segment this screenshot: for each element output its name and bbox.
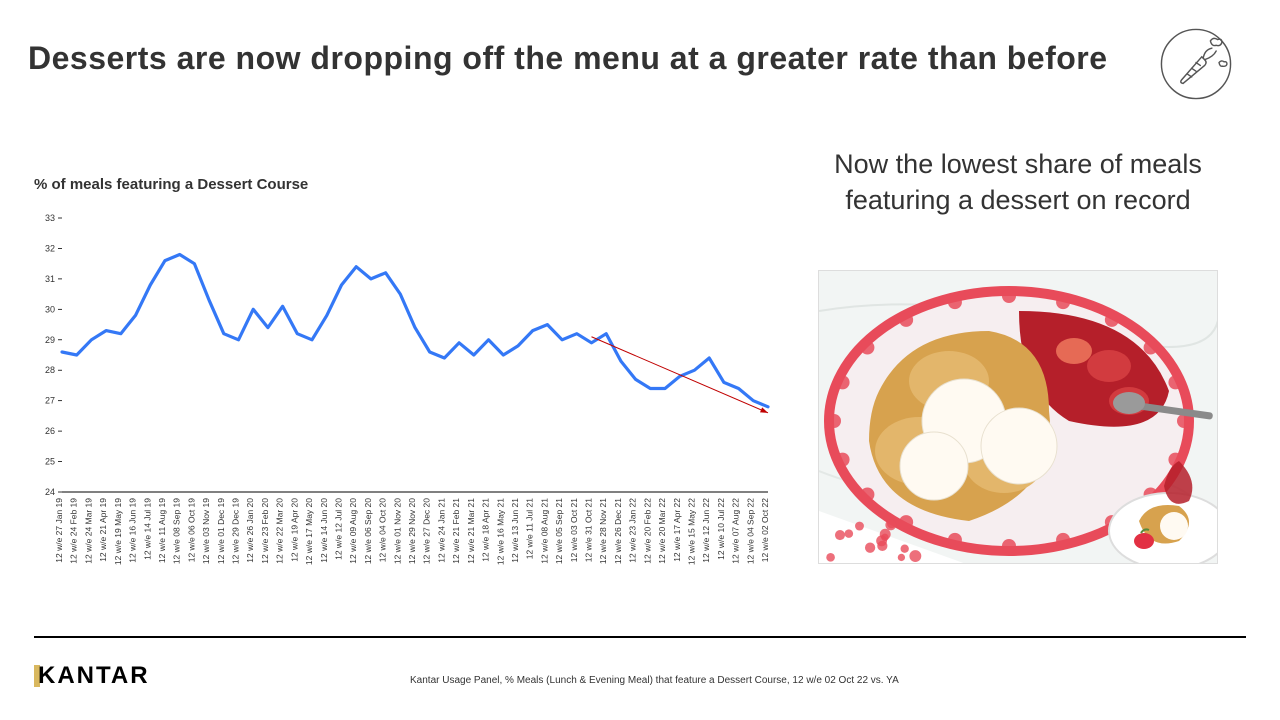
svg-text:12 w/e 20 Mar 22: 12 w/e 20 Mar 22 — [657, 498, 667, 564]
dessert-image — [818, 270, 1218, 564]
svg-text:33: 33 — [45, 213, 55, 223]
svg-text:12 w/e 11 Jul 21: 12 w/e 11 Jul 21 — [525, 498, 535, 560]
svg-text:12 w/e 07 Aug 22: 12 w/e 07 Aug 22 — [731, 498, 741, 564]
svg-text:12 w/e 03 Nov 19: 12 w/e 03 Nov 19 — [201, 498, 211, 564]
svg-text:12 w/e 02 Oct 22: 12 w/e 02 Oct 22 — [760, 498, 770, 563]
svg-text:12 w/e 21 Apr 19: 12 w/e 21 Apr 19 — [98, 498, 108, 562]
svg-text:31: 31 — [45, 274, 55, 284]
svg-text:12 w/e 26 Dec 21: 12 w/e 26 Dec 21 — [613, 498, 623, 564]
svg-text:12 w/e 14 Jun 20: 12 w/e 14 Jun 20 — [319, 498, 329, 563]
chart-title: % of meals featuring a Dessert Course — [34, 176, 308, 193]
page-title: Desserts are now dropping off the menu a… — [28, 40, 1108, 77]
svg-text:12 w/e 04 Sep 22: 12 w/e 04 Sep 22 — [745, 498, 755, 564]
svg-text:12 w/e 01 Dec 19: 12 w/e 01 Dec 19 — [216, 498, 226, 564]
vegetable-icon — [1160, 28, 1232, 100]
svg-text:12 w/e 19 May 19: 12 w/e 19 May 19 — [113, 498, 123, 565]
svg-text:12 w/e 08 Sep 19: 12 w/e 08 Sep 19 — [172, 498, 182, 564]
svg-text:12 w/e 17 May 20: 12 w/e 17 May 20 — [304, 498, 314, 565]
svg-text:30: 30 — [45, 304, 55, 314]
svg-text:12 w/e 11 Aug 19: 12 w/e 11 Aug 19 — [157, 498, 167, 563]
svg-text:12 w/e 23 Feb 20: 12 w/e 23 Feb 20 — [260, 498, 270, 564]
svg-text:12 w/e 20 Feb 22: 12 w/e 20 Feb 22 — [642, 498, 652, 564]
svg-text:12 w/e 03 Oct 21: 12 w/e 03 Oct 21 — [569, 498, 579, 563]
svg-text:12 w/e 29 Nov 20: 12 w/e 29 Nov 20 — [407, 498, 417, 564]
svg-text:12 w/e 31 Oct 21: 12 w/e 31 Oct 21 — [584, 498, 594, 563]
svg-text:32: 32 — [45, 243, 55, 253]
svg-text:12 w/e 13 Jun 21: 12 w/e 13 Jun 21 — [510, 498, 520, 563]
svg-text:12 w/e 17 Apr 22: 12 w/e 17 Apr 22 — [672, 498, 682, 562]
svg-text:12 w/e 12 Jun 22: 12 w/e 12 Jun 22 — [701, 498, 711, 563]
svg-text:12 w/e 27 Jan 19: 12 w/e 27 Jan 19 — [54, 498, 64, 563]
footer-divider — [34, 636, 1246, 638]
svg-text:12 w/e 21 Feb 21: 12 w/e 21 Feb 21 — [451, 498, 461, 564]
svg-text:12 w/e 04 Oct 20: 12 w/e 04 Oct 20 — [378, 498, 388, 563]
source-footnote: Kantar Usage Panel, % Meals (Lunch & Eve… — [410, 675, 899, 686]
line-chart: 24 25 26 27 28 29 30 31 32 33 12 w/e 27 Jan 19 12 w… — [34, 208, 774, 592]
svg-text:12 w/e 24 Jan 21: 12 w/e 24 Jan 21 — [436, 498, 446, 563]
svg-text:12 w/e 19 Apr 20: 12 w/e 19 Apr 20 — [289, 498, 299, 562]
svg-text:12 w/e 24 Feb 19: 12 w/e 24 Feb 19 — [69, 498, 79, 564]
svg-text:12 w/e 05 Sep 21: 12 w/e 05 Sep 21 — [554, 498, 564, 564]
svg-text:12 w/e 29 Dec 19: 12 w/e 29 Dec 19 — [231, 498, 241, 564]
svg-text:27: 27 — [45, 396, 55, 406]
svg-text:12 w/e 10 Jul 22: 12 w/e 10 Jul 22 — [716, 498, 726, 560]
svg-text:12 w/e 22 Mar 20: 12 w/e 22 Mar 20 — [275, 498, 285, 564]
svg-text:12 w/e 26 Jan 20: 12 w/e 26 Jan 20 — [245, 498, 255, 563]
svg-text:12 w/e 12 Jul 20: 12 w/e 12 Jul 20 — [333, 498, 343, 560]
brand-logo: KANTAR — [34, 662, 150, 690]
svg-text:12 w/e 15 May 22: 12 w/e 15 May 22 — [686, 498, 696, 565]
svg-text:28: 28 — [45, 365, 55, 375]
svg-text:29: 29 — [45, 335, 55, 345]
svg-text:12 w/e 28 Nov 21: 12 w/e 28 Nov 21 — [598, 498, 608, 564]
svg-text:25: 25 — [45, 457, 55, 467]
svg-text:24: 24 — [45, 487, 55, 497]
svg-text:12 w/e 27 Dec 20: 12 w/e 27 Dec 20 — [422, 498, 432, 564]
svg-text:12 w/e 23 Jan 22: 12 w/e 23 Jan 22 — [628, 498, 638, 563]
svg-text:12 w/e 21 Mar 21: 12 w/e 21 Mar 21 — [466, 498, 476, 564]
svg-text:12 w/e 16 May 21: 12 w/e 16 May 21 — [495, 498, 505, 565]
svg-text:12 w/e 16 Jun 19: 12 w/e 16 Jun 19 — [128, 498, 138, 563]
brand-text: KANTAR — [38, 662, 150, 690]
svg-text:12 w/e 18 Apr 21: 12 w/e 18 Apr 21 — [481, 498, 491, 562]
svg-text:12 w/e 14 Jul 19: 12 w/e 14 Jul 19 — [142, 498, 152, 560]
svg-text:12 w/e 09 Aug 20: 12 w/e 09 Aug 20 — [348, 498, 358, 564]
svg-text:12 w/e 01 Nov 20: 12 w/e 01 Nov 20 — [392, 498, 402, 564]
svg-text:12 w/e 06 Sep 20: 12 w/e 06 Sep 20 — [363, 498, 373, 564]
svg-text:12 w/e 24 Mar 19: 12 w/e 24 Mar 19 — [83, 498, 93, 564]
callout-text: Now the lowest share of meals featuring … — [818, 146, 1218, 219]
svg-text:26: 26 — [45, 426, 55, 436]
svg-text:12 w/e 06 Oct 19: 12 w/e 06 Oct 19 — [186, 498, 196, 563]
svg-text:12 w/e 08 Aug 21: 12 w/e 08 Aug 21 — [539, 498, 549, 564]
